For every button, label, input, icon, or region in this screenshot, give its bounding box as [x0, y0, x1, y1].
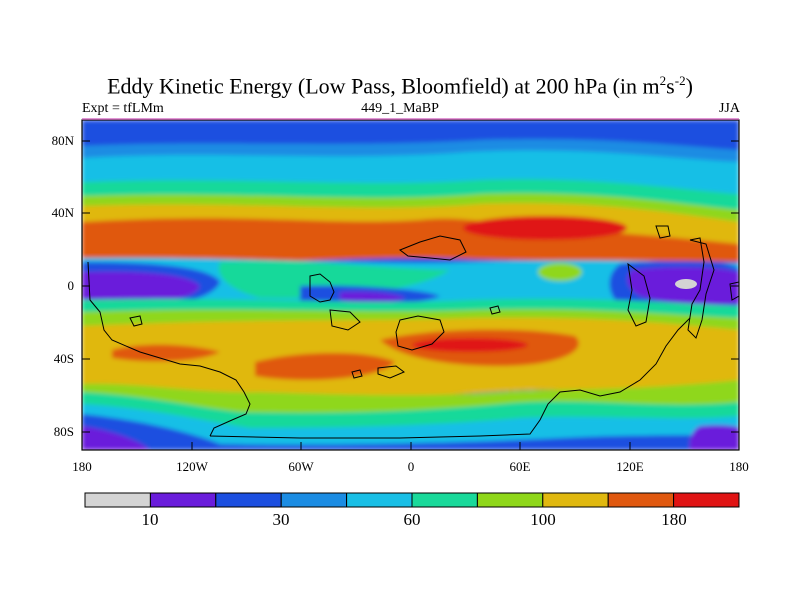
colorbar-box [215, 492, 282, 508]
colorbar-box [411, 492, 478, 508]
y-tick-label: 0 [67, 278, 75, 293]
y-tick-label: 40N [51, 205, 74, 220]
coast-south-atlantic-isle [351, 369, 363, 379]
colorbar-box [84, 492, 151, 508]
coast-asia-east [687, 237, 715, 339]
coast-africa-tip [377, 365, 405, 379]
colorbar-label: 180 [661, 510, 687, 529]
colorbar-box [280, 492, 348, 508]
y-tick-label: 80S [53, 424, 74, 439]
band-tropic-purple-west [340, 291, 405, 303]
colorbar-box [476, 492, 544, 508]
coast-africa-south [395, 315, 445, 351]
coast-east-lower [729, 281, 739, 301]
plot-title: Eddy Kinetic Energy (Low Pass, Bloomfiel… [107, 73, 693, 99]
colorbar-label: 30 [272, 510, 290, 529]
colorbar-box [607, 492, 675, 508]
y-tick-label: 80N [51, 133, 74, 148]
colorbar-label: 100 [530, 510, 556, 529]
coastlines [87, 225, 739, 439]
x-tick-label: 180 [729, 459, 749, 474]
band-antarctic-purple-e [689, 425, 739, 450]
x-tick-label: 60E [509, 459, 531, 474]
y-axis-ticks [82, 140, 739, 433]
coast-southern-ocean [209, 317, 691, 439]
contour-field [82, 120, 739, 450]
coast-antarctic-north [129, 315, 143, 327]
colorbar-box [149, 492, 217, 508]
colorbar-box [346, 492, 413, 508]
tropic-green-spot [538, 263, 582, 281]
sh-jet-core [412, 338, 528, 352]
x-tick-label: 0 [407, 459, 415, 474]
y-tick-label: 40S [53, 351, 74, 366]
band-antarctic-blue [82, 414, 739, 450]
coast-africa [398, 235, 467, 261]
x-axis-ticks [81, 442, 740, 450]
season-label: JJA [718, 101, 740, 116]
coast-east-islands [655, 225, 671, 239]
colorbar-box [542, 492, 609, 508]
coast-caribbean [329, 309, 361, 331]
band-tropic-purple [82, 271, 200, 305]
nh-jet-core [463, 216, 627, 240]
x-tick-label: 180 [72, 459, 92, 474]
coast-central-america [309, 273, 335, 303]
experiment-label: Expt = tfLMm [82, 101, 164, 116]
band-antarctic-purple-w [82, 426, 150, 450]
coast-asia-west [627, 262, 651, 327]
coast-south-pacific-isle [489, 305, 501, 315]
colorbar-label: 60 [403, 510, 421, 529]
coast-south-america [87, 261, 251, 437]
colorbar [84, 492, 740, 508]
x-tick-label: 60W [288, 459, 314, 474]
band-sh-orange-west [112, 344, 220, 362]
x-tick-label: 120E [616, 459, 644, 474]
tropic-min-spot [675, 279, 697, 289]
colorbar-label: 10 [141, 510, 159, 529]
run-label: 449_1_MaBP [361, 101, 439, 116]
band-nh-orange [82, 218, 739, 267]
field-bands [82, 120, 739, 450]
x-tick-label: 120W [176, 459, 208, 474]
band-sh-orange-pac [255, 353, 395, 380]
colorbar-box [673, 492, 740, 508]
